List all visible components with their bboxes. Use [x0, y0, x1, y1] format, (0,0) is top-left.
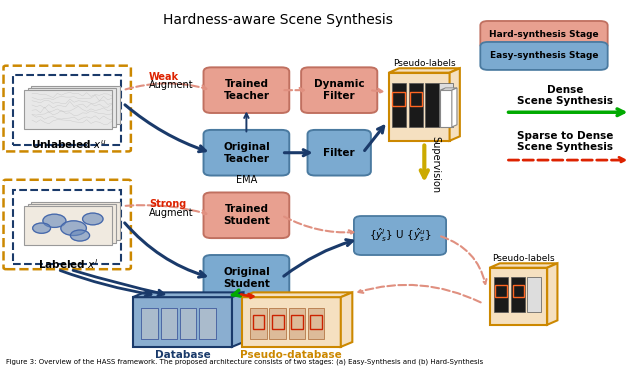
Text: Trained
Student: Trained Student	[223, 205, 270, 226]
FancyBboxPatch shape	[308, 130, 371, 176]
Bar	[199, 308, 216, 339]
Bar	[490, 268, 547, 325]
Bar	[495, 285, 507, 297]
Text: Trained
Teacher: Trained Teacher	[223, 79, 269, 101]
Text: EMA: EMA	[236, 175, 257, 185]
Text: Augment: Augment	[149, 80, 194, 91]
Bar	[494, 277, 508, 312]
Bar	[389, 73, 450, 141]
Polygon shape	[450, 68, 460, 141]
Bar	[250, 308, 267, 339]
Bar	[272, 315, 284, 329]
Text: Pseudo-labels: Pseudo-labels	[393, 59, 456, 68]
Bar	[141, 308, 158, 339]
Text: Database: Database	[154, 350, 211, 360]
Bar	[269, 308, 286, 339]
Polygon shape	[389, 68, 460, 73]
Text: Original
Teacher: Original Teacher	[223, 142, 270, 163]
Polygon shape	[340, 292, 352, 347]
FancyBboxPatch shape	[204, 192, 289, 238]
Bar	[289, 308, 305, 339]
Text: Dense
Scene Synthesis: Dense Scene Synthesis	[517, 85, 613, 106]
FancyBboxPatch shape	[204, 130, 289, 176]
Text: Labeled $x^l$: Labeled $x^l$	[38, 257, 99, 271]
Bar	[410, 92, 422, 106]
Polygon shape	[232, 292, 244, 347]
Bar	[242, 297, 340, 347]
Polygon shape	[547, 263, 557, 325]
FancyBboxPatch shape	[301, 67, 378, 113]
Text: Unlabeled $x^u$: Unlabeled $x^u$	[31, 138, 106, 151]
FancyBboxPatch shape	[204, 255, 289, 301]
Bar	[409, 83, 423, 127]
Bar	[253, 315, 264, 329]
FancyBboxPatch shape	[480, 21, 608, 49]
FancyBboxPatch shape	[480, 42, 608, 70]
Circle shape	[61, 221, 86, 236]
Bar	[180, 308, 196, 339]
Circle shape	[70, 230, 90, 241]
Text: Filter: Filter	[323, 148, 355, 158]
Bar	[28, 88, 116, 127]
Text: Weak: Weak	[149, 71, 179, 82]
Text: Augment: Augment	[149, 208, 194, 218]
Bar	[28, 204, 116, 243]
Polygon shape	[452, 88, 457, 127]
Polygon shape	[242, 292, 352, 297]
Polygon shape	[440, 88, 457, 90]
Bar	[31, 86, 120, 124]
Text: Original
Student: Original Student	[223, 267, 270, 289]
Text: Sparse to Dense
Scene Synthesis: Sparse to Dense Scene Synthesis	[517, 131, 614, 152]
Text: Figure 3: Overview of the HASS framework. The proposed architecture consists of : Figure 3: Overview of the HASS framework…	[6, 358, 484, 365]
Bar	[392, 92, 405, 106]
Text: Supervision: Supervision	[430, 136, 440, 193]
Text: Strong: Strong	[149, 199, 186, 209]
Bar	[392, 83, 406, 127]
Polygon shape	[133, 292, 244, 297]
Bar	[199, 308, 216, 339]
Bar	[308, 308, 324, 339]
Bar	[291, 315, 303, 329]
Bar	[161, 308, 177, 339]
Bar	[180, 308, 196, 339]
Text: Pseudo-labels: Pseudo-labels	[492, 254, 555, 263]
FancyBboxPatch shape	[204, 67, 289, 113]
Text: Pseudo-database: Pseudo-database	[241, 350, 342, 360]
Bar	[31, 202, 120, 240]
Circle shape	[83, 213, 103, 225]
Bar	[513, 285, 524, 297]
Text: Hard-synthesis Stage: Hard-synthesis Stage	[489, 31, 599, 39]
Bar	[511, 277, 525, 312]
Bar	[141, 308, 158, 339]
Bar	[425, 83, 439, 127]
Bar	[439, 83, 453, 127]
Text: Dynamic
Filter: Dynamic Filter	[314, 79, 365, 101]
Bar	[161, 308, 177, 339]
Bar	[24, 90, 112, 129]
Text: $\{\hat{y}_s^l\}$ U $\{\hat{y}_s^u\}$: $\{\hat{y}_s^l\}$ U $\{\hat{y}_s^u\}$	[369, 227, 431, 244]
Bar	[133, 297, 232, 347]
Bar	[440, 90, 452, 127]
Bar	[24, 206, 112, 245]
Polygon shape	[490, 263, 557, 268]
Text: Easy-synthesis Stage: Easy-synthesis Stage	[490, 52, 598, 60]
Bar	[310, 315, 322, 329]
Bar	[527, 277, 541, 312]
Text: Hardness-aware Scene Synthesis: Hardness-aware Scene Synthesis	[163, 13, 394, 27]
Circle shape	[43, 214, 66, 227]
FancyBboxPatch shape	[354, 216, 446, 255]
Circle shape	[33, 223, 51, 233]
